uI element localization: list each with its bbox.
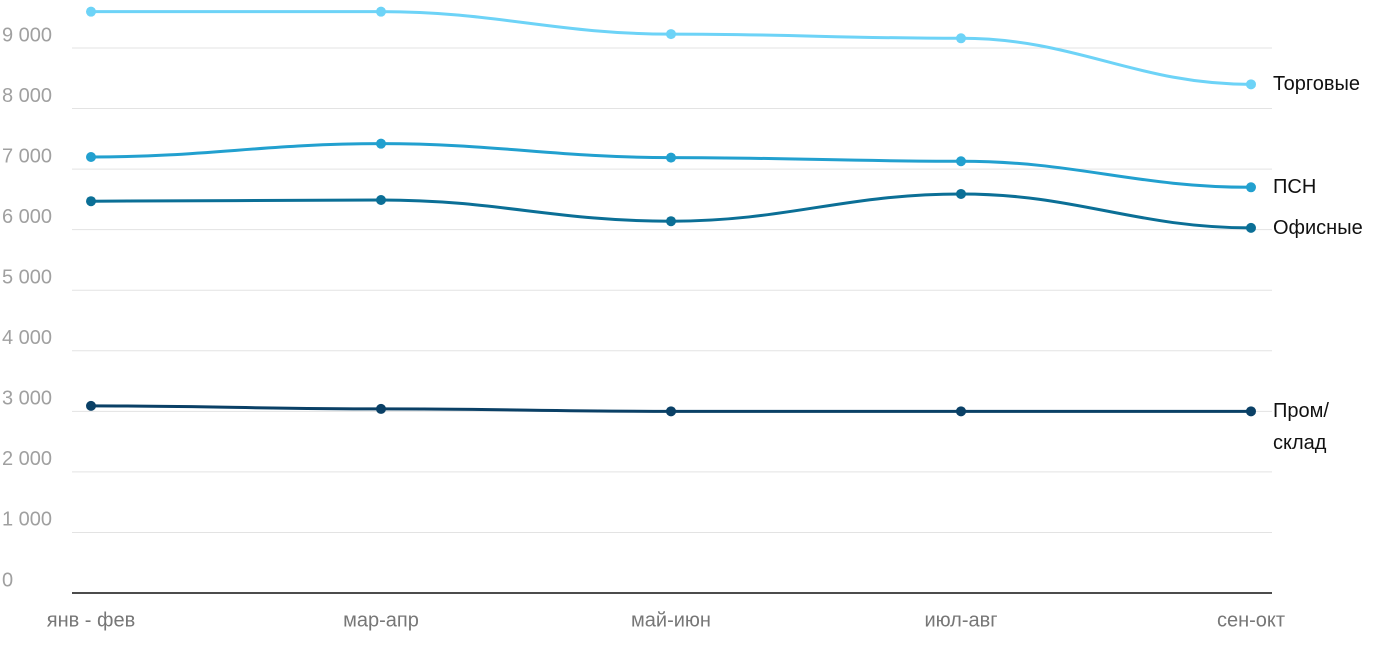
series-line (90, 142, 1252, 189)
point (956, 156, 966, 167)
y-tick-label: 8 000 (2, 85, 52, 107)
point (376, 138, 386, 149)
series-label: Пром/ склад (1273, 400, 1329, 455)
point (1246, 79, 1256, 90)
point (86, 152, 96, 162)
y-tick-label: 5 000 (2, 267, 52, 289)
series-label: Офисные (1273, 216, 1363, 239)
y-tick-label: 1 000 (2, 509, 52, 531)
point (86, 196, 96, 207)
x-tick-label: июл-авг (924, 609, 997, 631)
point (1246, 406, 1256, 417)
point (376, 6, 386, 17)
point (1246, 182, 1256, 193)
point (956, 188, 966, 199)
point (956, 406, 966, 417)
y-tick-label: 3 000 (2, 388, 52, 410)
point (1246, 222, 1256, 233)
point (666, 406, 676, 417)
y-tick-label: 9 000 (2, 24, 52, 46)
point (666, 152, 676, 163)
point (376, 403, 386, 414)
point (86, 400, 96, 411)
x-tick-label: май-июн (631, 609, 711, 631)
point (666, 29, 676, 40)
x-tick-label: сен-окт (1217, 609, 1285, 631)
y-tick-label: 2 000 (2, 448, 52, 470)
y-tick-label: 0 (2, 569, 13, 591)
y-tick-label: 4 000 (2, 327, 52, 349)
point (666, 216, 676, 227)
point (86, 6, 96, 17)
series-label: Торговые (1273, 73, 1361, 96)
point (376, 194, 386, 205)
series-label: ПСН (1273, 176, 1317, 199)
y-tick-label: 6 000 (2, 206, 52, 228)
point (956, 33, 966, 44)
y-tick-label: 7 000 (2, 145, 52, 167)
x-tick-label: мар-апр (343, 609, 419, 631)
x-tick-label: янв - фев (47, 609, 135, 631)
